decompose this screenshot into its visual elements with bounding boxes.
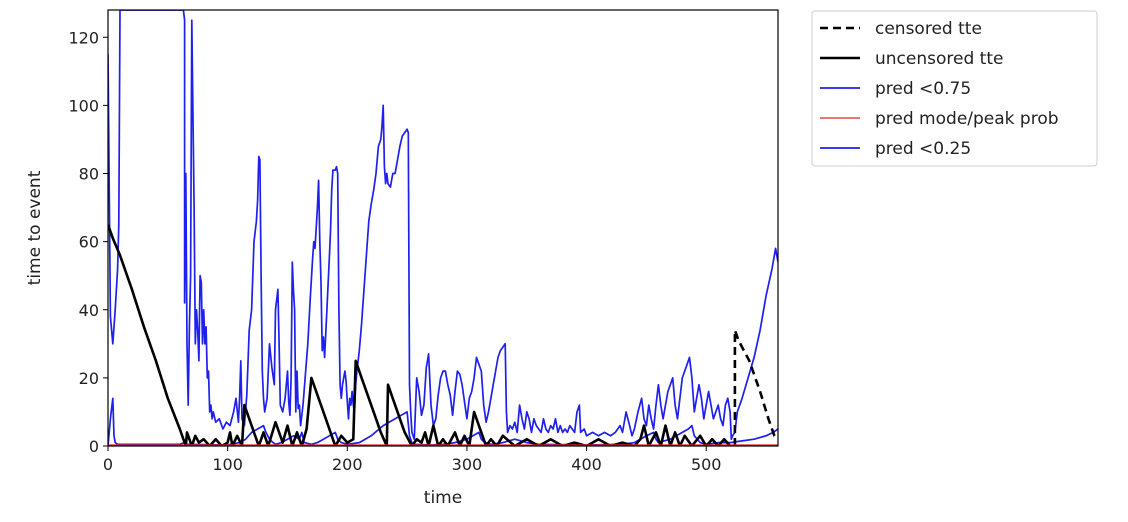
x-tick-label: 500 — [691, 455, 722, 474]
series-line-censored-tte — [733, 328, 778, 446]
x-tick-label: 100 — [212, 455, 243, 474]
x-tick-label: 0 — [103, 455, 113, 474]
y-axis: 0 20 40 60 80 100 120 — [68, 28, 108, 456]
y-tick-label: 80 — [79, 165, 99, 184]
legend-label: uncensored tte — [875, 49, 1003, 69]
y-tick-label: 120 — [68, 28, 99, 47]
legend-frame — [811, 10, 1098, 167]
series-line-uncensored-tte — [108, 224, 732, 446]
legend: censored tte uncensored tte pred <0.75 pred… — [811, 10, 1098, 167]
x-tick-label: 400 — [571, 455, 602, 474]
series-line-pred-0-25 — [108, 397, 778, 446]
x-axis: 0 100 200 300 400 500 — [103, 446, 722, 474]
axes-frame — [107, 9, 779, 447]
y-axis-label: time to event — [25, 170, 45, 285]
y-tick-label: 20 — [79, 369, 99, 388]
y-tick-label: 0 — [89, 437, 99, 456]
y-tick-label: 40 — [79, 301, 99, 320]
x-tick-label: 300 — [452, 455, 483, 474]
legend-label: pred <0.75 — [875, 79, 971, 99]
y-tick-label: 100 — [68, 96, 99, 115]
series-line-pred-0-75 — [108, 10, 778, 441]
legend-label: pred mode/peak prob — [875, 109, 1059, 129]
x-axis-label: time — [424, 488, 462, 508]
legend-label: censored tte — [875, 19, 982, 39]
y-tick-label: 60 — [79, 233, 99, 252]
legend-label: pred <0.25 — [875, 139, 971, 159]
plot-area — [108, 10, 778, 446]
x-tick-label: 200 — [332, 455, 363, 474]
